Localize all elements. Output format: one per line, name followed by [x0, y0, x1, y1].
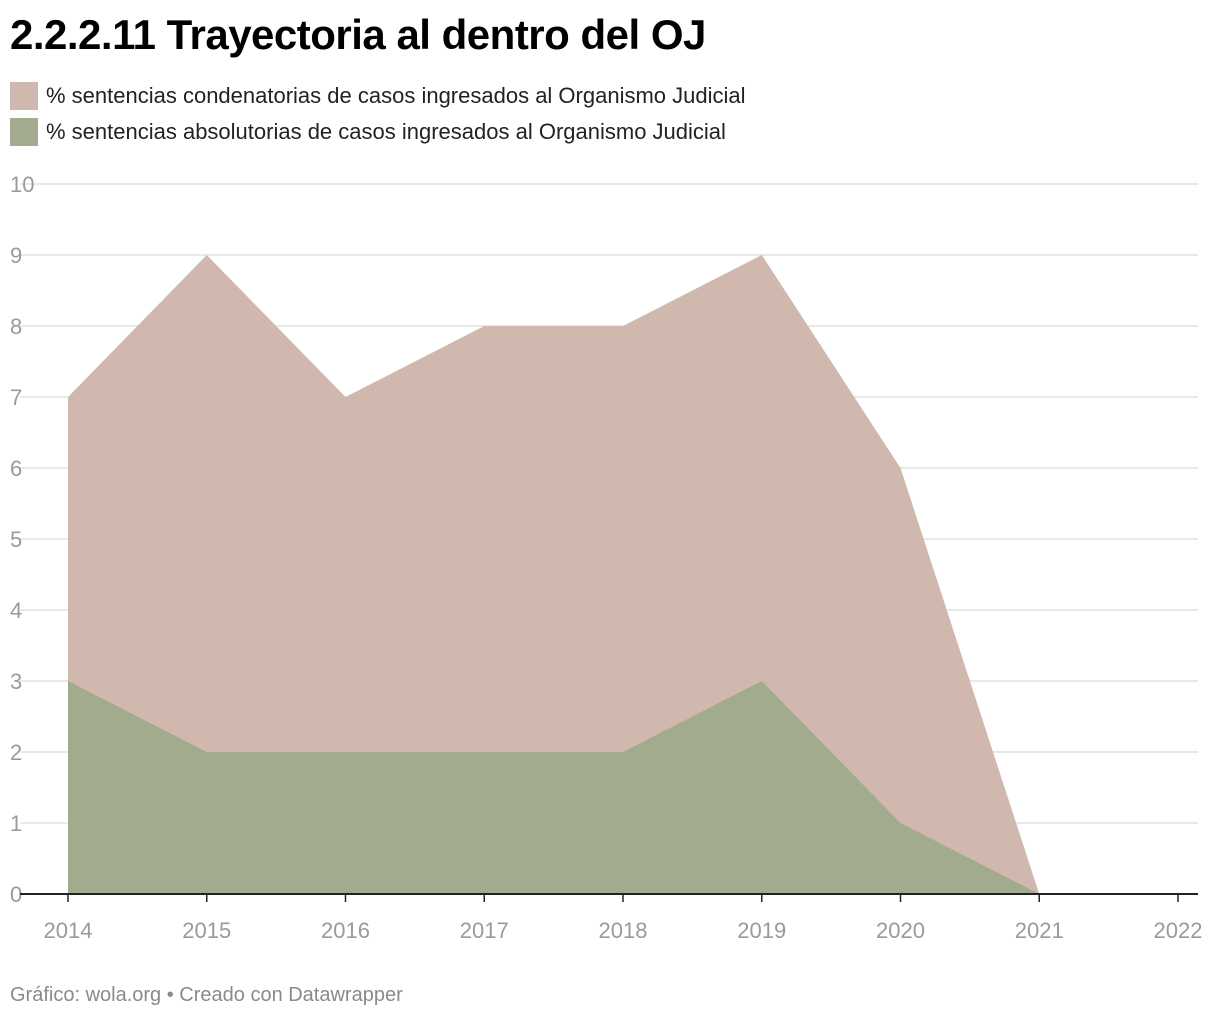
y-tick-label-4: 4 [10, 598, 22, 623]
x-tick-label-2014: 2014 [44, 918, 93, 943]
y-tick-label-0: 0 [10, 882, 22, 907]
chart-title: 2.2.2.11 Trayectoria al dentro del OJ [10, 11, 706, 58]
legend-item-absolutorias: % sentencias absolutorias de casos ingre… [10, 118, 746, 146]
y-tick-label-10: 10 [10, 172, 34, 197]
x-tick-label-2016: 2016 [321, 918, 370, 943]
legend-item-condenatorias: % sentencias condenatorias de casos ingr… [10, 82, 746, 110]
x-tick-label-2015: 2015 [182, 918, 231, 943]
y-tick-label-5: 5 [10, 527, 22, 552]
legend: % sentencias condenatorias de casos ingr… [10, 82, 746, 154]
x-tick-label-2018: 2018 [599, 918, 648, 943]
y-tick-label-8: 8 [10, 314, 22, 339]
legend-label-absolutorias: % sentencias absolutorias de casos ingre… [46, 119, 726, 144]
area-absolutorias [68, 681, 1040, 894]
x-tick-label-2021: 2021 [1015, 918, 1064, 943]
legend-label-condenatorias: % sentencias condenatorias de casos ingr… [46, 83, 746, 108]
y-tick-label-7: 7 [10, 385, 22, 410]
legend-swatch-absolutorias [10, 118, 38, 146]
area-chart: 0 1 2 3 4 5 6 7 8 9 10 2014 2015 2016 2017 2018 2019 2020… [10, 172, 1203, 943]
x-tick-label-2019: 2019 [737, 918, 786, 943]
y-tick-label-9: 9 [10, 243, 22, 268]
y-tick-label-2: 2 [10, 740, 22, 765]
x-tick-label-2020: 2020 [876, 918, 925, 943]
footer-credit: Gráfico: wola.org • Creado con Datawrapp… [10, 984, 403, 1006]
legend-swatch-condenatorias [10, 82, 38, 110]
y-tick-label-6: 6 [10, 456, 22, 481]
y-tick-label-1: 1 [10, 811, 22, 836]
x-tick-label-2017: 2017 [460, 918, 509, 943]
y-tick-label-3: 3 [10, 669, 22, 694]
x-tick-label-2022: 2022 [1154, 918, 1203, 943]
